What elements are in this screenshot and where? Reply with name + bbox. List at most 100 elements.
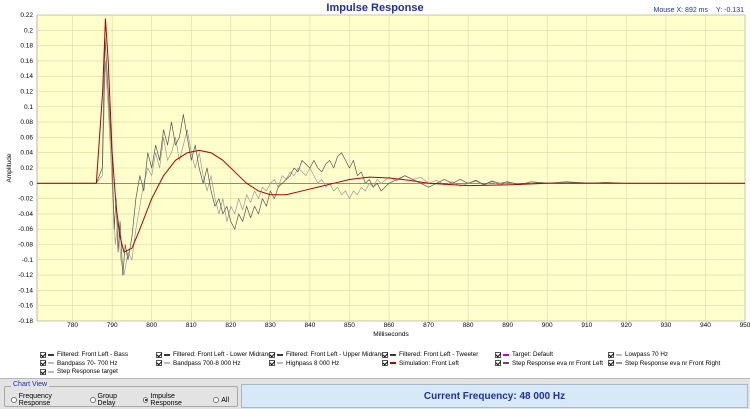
y-tick-label: 0.04 xyxy=(20,150,33,157)
legend: Filtered: Front Left - Bass Filtered: Fro… xyxy=(40,350,745,376)
radio-label: All xyxy=(221,396,229,404)
y-tick-label: 0.18 xyxy=(20,43,33,50)
checkbox-checked-icon[interactable] xyxy=(382,351,388,358)
y-tick-label: 0.06 xyxy=(20,134,33,141)
legend-label: Step Response eva nr Front Left xyxy=(512,359,604,367)
legend-item[interactable]: Lowpass 70 Hz xyxy=(608,350,668,359)
legend-item[interactable]: Bandpass 700-8 000 Hz xyxy=(156,359,241,368)
impulse-response-chart[interactable]: 0.22 0.2 0.18 0.16 0.14 0.12 0.1 0.08 0.06 0.04 0.… xyxy=(0,0,750,350)
checkbox-checked-icon[interactable] xyxy=(156,360,162,366)
mouse-y-readout: Y: -0.131 xyxy=(715,7,744,14)
radio-label: Frequency Response xyxy=(18,393,52,407)
legend-swatch xyxy=(48,353,54,356)
legend-item[interactable]: Step Response eva nr Front Right xyxy=(608,359,720,368)
series-line-simulation-front-left xyxy=(37,18,745,253)
y-tick-label: 0.22 xyxy=(20,12,33,19)
y-tick-label: -0.14 xyxy=(18,287,33,294)
series-line-step-response-eva-nr-front-right xyxy=(37,60,745,276)
y-tick-label: 0.2 xyxy=(24,27,33,34)
y-tick-label: -0.1 xyxy=(22,257,34,264)
legend-swatch xyxy=(503,353,509,356)
radio-all[interactable]: All xyxy=(213,393,229,407)
y-tick-label: 0 xyxy=(29,180,33,187)
y-tick-label: -0.16 xyxy=(18,303,33,310)
x-tick-label: 780 xyxy=(67,322,78,329)
legend-item[interactable]: Step Response target xyxy=(40,367,118,376)
legend-item[interactable]: Filtered: Front Left - Upper Midrange xyxy=(269,350,388,359)
legend-swatch xyxy=(277,362,283,364)
radio-label: Impulse Response xyxy=(150,393,182,407)
y-tick-label: -0.06 xyxy=(18,226,33,233)
current-frequency-text: Current Frequency: 48 000 Hz xyxy=(423,390,566,402)
grid-lines xyxy=(37,14,746,322)
x-tick-label: 920 xyxy=(621,322,632,329)
y-tick-label: 0.1 xyxy=(24,104,33,111)
y-tick-label: 0.16 xyxy=(20,58,33,65)
legend-label: Step Response target xyxy=(57,368,118,375)
checkbox-checked-icon[interactable] xyxy=(495,360,501,366)
checkbox-checked-icon[interactable] xyxy=(382,360,388,366)
radio-frequency-response[interactable]: Frequency Response xyxy=(11,393,82,407)
legend-label: Filtered: Front Left - Lower Midrange xyxy=(173,351,276,358)
legend-swatch xyxy=(48,362,54,364)
legend-label: Filtered: Front Left - Bass xyxy=(57,351,129,358)
x-tick-label: 880 xyxy=(463,322,474,329)
legend-item[interactable]: Highpass 8 000 Hz xyxy=(269,359,339,368)
legend-label: Filtered: Front Left - Upper Midrange xyxy=(286,351,389,358)
checkbox-checked-icon[interactable] xyxy=(40,360,46,366)
legend-swatch xyxy=(277,353,283,356)
chart-view-group: Chart View Frequency Response Group Dela… xyxy=(4,381,238,407)
x-tick-label: 950 xyxy=(740,322,750,329)
x-tick-label: 910 xyxy=(581,322,592,329)
y-tick-label: -0.18 xyxy=(18,318,33,325)
x-tick-label: 790 xyxy=(107,322,118,329)
mouse-readout: Mouse X: 892 ms Y: -0.131 xyxy=(648,7,744,14)
series-line-step-response-eva-nr-front-left xyxy=(37,37,745,276)
y-tick-label: -0.08 xyxy=(18,242,33,249)
legend-item[interactable]: Simulation: Front Left xyxy=(382,359,459,368)
checkbox-checked-icon[interactable] xyxy=(40,351,46,358)
legend-item[interactable]: Filtered: Front Left - Tweeter xyxy=(382,350,478,359)
legend-item[interactable]: Filtered: Front Left - Bass xyxy=(40,350,128,359)
legend-item[interactable]: Target: Default xyxy=(495,350,553,359)
x-tick-label: 800 xyxy=(146,322,157,329)
checkbox-checked-icon[interactable] xyxy=(608,351,614,358)
y-tick-label: 0.02 xyxy=(20,165,33,172)
legend-swatch xyxy=(503,362,509,364)
checkbox-checked-icon[interactable] xyxy=(40,368,46,375)
x-tick-label: 850 xyxy=(344,322,355,329)
x-tick-label: 840 xyxy=(304,322,315,329)
radio-button-icon xyxy=(11,397,17,403)
chart-view-title: Chart View xyxy=(11,381,50,388)
legend-item[interactable]: Bandpass 70- 700 Hz xyxy=(40,359,118,368)
radio-label: Group Delay xyxy=(97,393,117,407)
bottom-bar: Chart View Frequency Response Group Dela… xyxy=(0,378,750,409)
legend-swatch xyxy=(390,353,396,356)
y-tick-label: -0.02 xyxy=(18,196,33,203)
radio-impulse-response[interactable]: Impulse Response xyxy=(142,393,206,407)
radio-button-icon xyxy=(213,397,220,403)
legend-swatch xyxy=(164,353,170,356)
checkbox-checked-icon[interactable] xyxy=(156,351,162,358)
legend-label: Simulation: Front Left xyxy=(399,359,459,367)
checkbox-checked-icon[interactable] xyxy=(269,360,275,366)
checkbox-checked-icon[interactable] xyxy=(495,351,501,358)
legend-label: Bandpass 70- 700 Hz xyxy=(57,359,118,367)
legend-swatch xyxy=(164,362,170,364)
mouse-x-readout: Mouse X: 892 ms xyxy=(653,7,709,14)
radio-group-delay[interactable]: Group Delay xyxy=(89,393,135,407)
y-tick-label: -0.04 xyxy=(18,211,33,218)
y-axis-label: Amplitude xyxy=(6,153,13,182)
checkbox-checked-icon[interactable] xyxy=(608,360,614,366)
checkbox-checked-icon[interactable] xyxy=(269,351,275,358)
series-group xyxy=(37,18,745,276)
x-tick-label: 890 xyxy=(502,322,513,329)
y-tick-label: -0.12 xyxy=(18,272,33,279)
legend-item[interactable]: Step Response eva nr Front Left xyxy=(495,359,603,368)
x-tick-label: 930 xyxy=(660,322,671,329)
chart-title: Impulse Response xyxy=(326,2,424,14)
x-tick-label: 860 xyxy=(384,322,395,329)
x-tick-label: 900 xyxy=(542,322,553,329)
legend-item[interactable]: Filtered: Front Left - Lower Midrange xyxy=(156,350,275,359)
